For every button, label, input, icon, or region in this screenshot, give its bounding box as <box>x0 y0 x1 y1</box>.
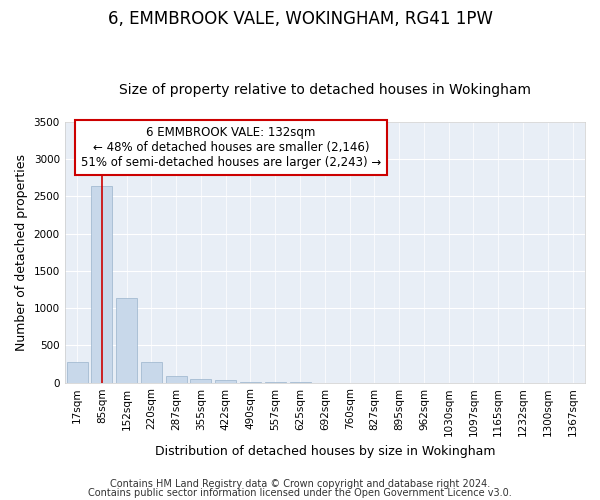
Title: Size of property relative to detached houses in Wokingham: Size of property relative to detached ho… <box>119 83 531 97</box>
Bar <box>91 186 112 382</box>
X-axis label: Distribution of detached houses by size in Wokingham: Distribution of detached houses by size … <box>155 444 495 458</box>
Text: 6, EMMBROOK VALE, WOKINGHAM, RG41 1PW: 6, EMMBROOK VALE, WOKINGHAM, RG41 1PW <box>107 10 493 28</box>
Text: Contains public sector information licensed under the Open Government Licence v3: Contains public sector information licen… <box>88 488 512 498</box>
Y-axis label: Number of detached properties: Number of detached properties <box>15 154 28 350</box>
Bar <box>141 362 162 382</box>
Text: 6 EMMBROOK VALE: 132sqm
← 48% of detached houses are smaller (2,146)
51% of semi: 6 EMMBROOK VALE: 132sqm ← 48% of detache… <box>81 126 381 168</box>
Bar <box>116 298 137 382</box>
Bar <box>190 379 211 382</box>
Bar <box>166 376 187 382</box>
Bar <box>215 380 236 382</box>
Bar <box>67 362 88 382</box>
Text: Contains HM Land Registry data © Crown copyright and database right 2024.: Contains HM Land Registry data © Crown c… <box>110 479 490 489</box>
